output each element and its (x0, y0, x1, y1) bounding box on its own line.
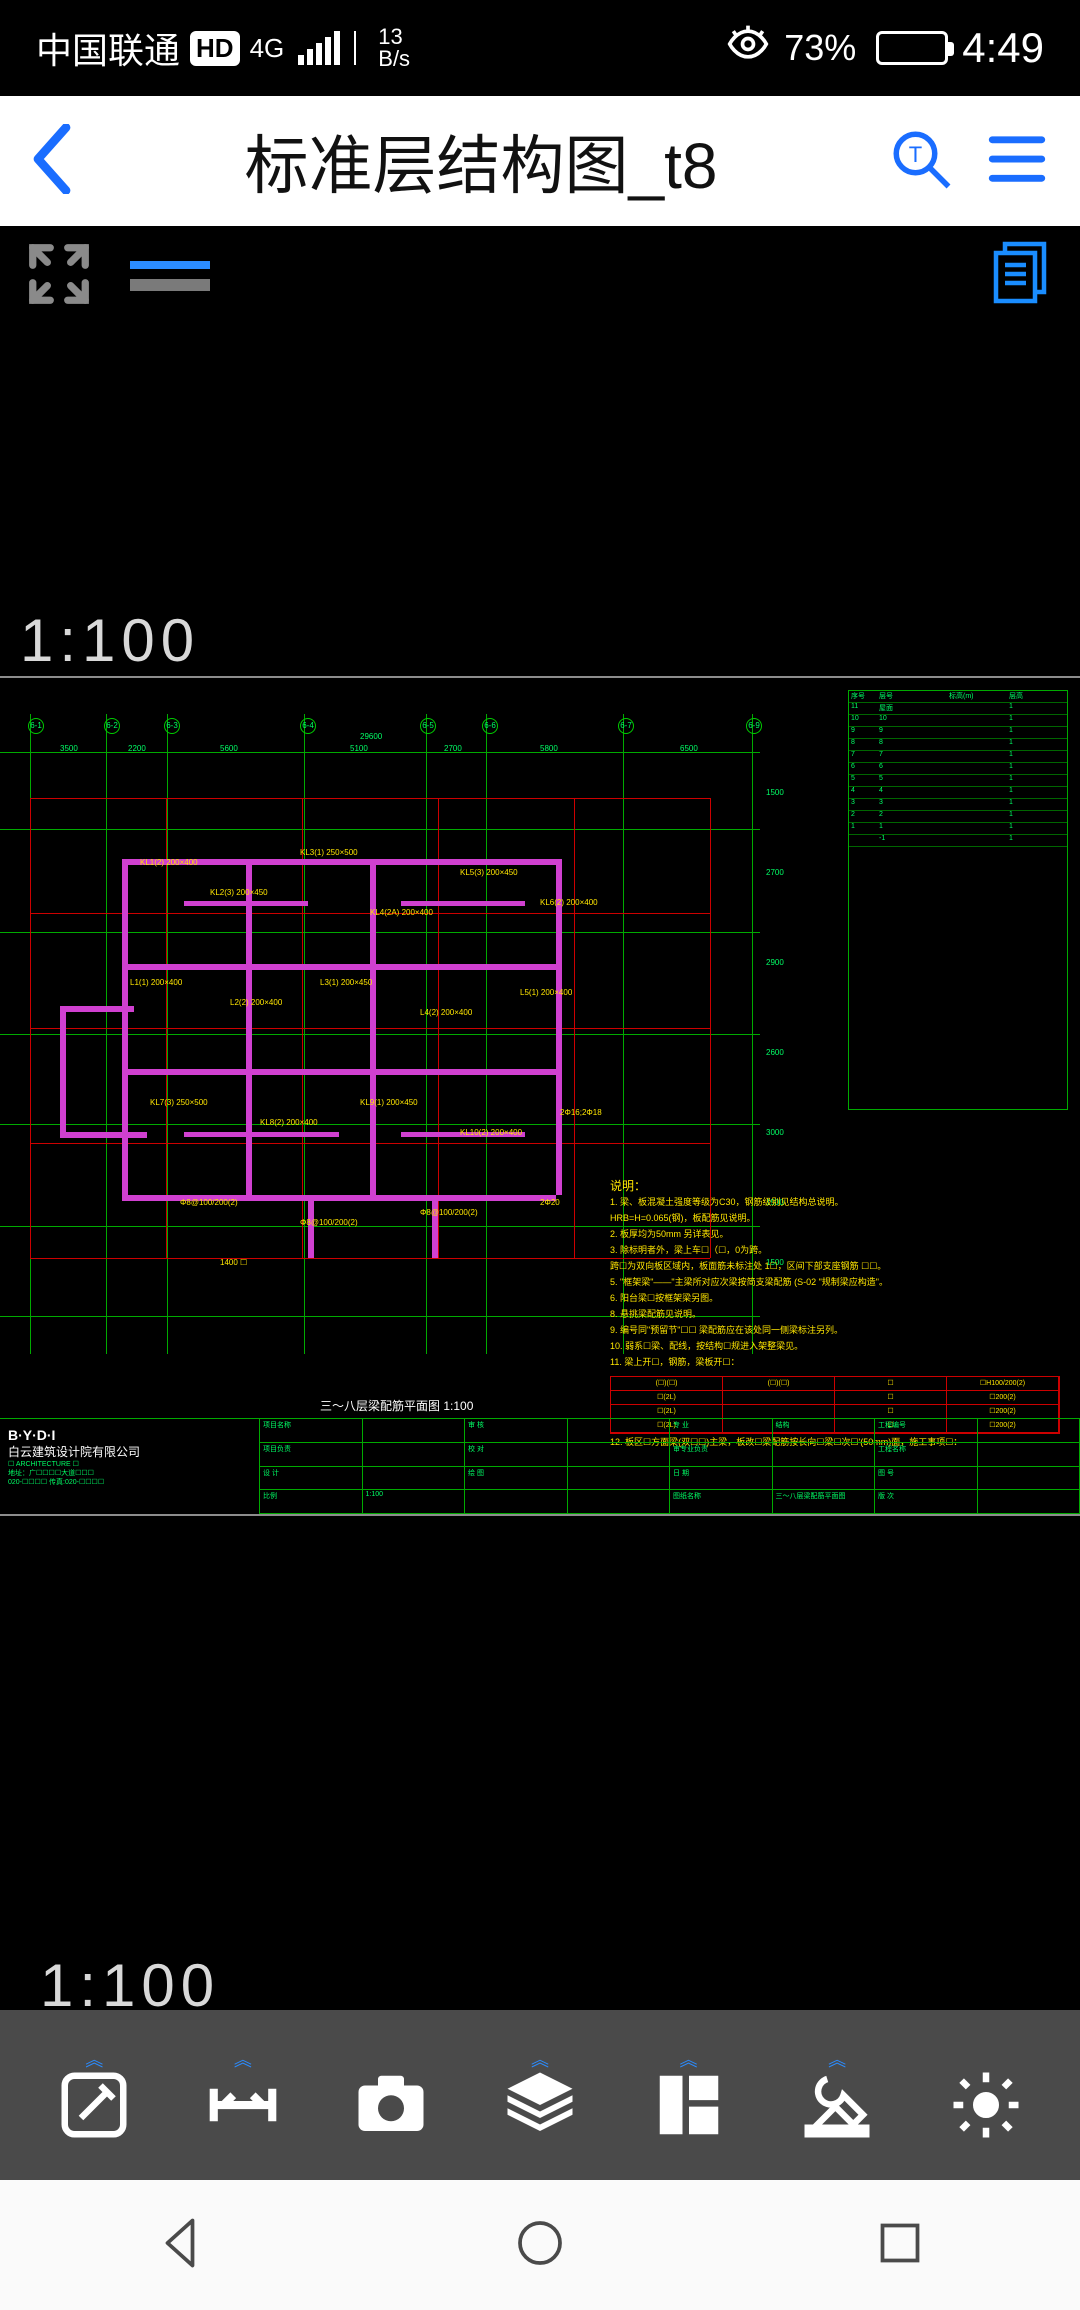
company-cell: B·Y·D·I 白云建筑设计院有限公司 ☐ ARCHITECTURE ☐ 地址：… (0, 1419, 260, 1514)
app-header: 标准层结构图_t8 T (0, 96, 1080, 226)
cad-drawing[interactable]: 6-1 6-2 6-3 6-4 6-5 6-6 6-7 6-9 3500 220… (0, 676, 1080, 1516)
vert-divider (354, 31, 356, 65)
titleblock-fields: 项目名称审 核专 业结构工程编号项目负责校 对审专业负责工程名称设 计绘 图日 … (260, 1419, 1080, 1514)
drawing-viewport[interactable]: 1:100 (0, 326, 1080, 2106)
hd-badge: HD (190, 31, 240, 66)
nav-home-button[interactable] (510, 2213, 570, 2278)
lineweight-toggle[interactable] (130, 261, 210, 291)
bottom-toolbar: ︽ ︽ ︽ ︽ ︽ ︽ ︽ (0, 2010, 1080, 2180)
android-nav-bar (0, 2180, 1080, 2310)
measure-button[interactable]: ︽ (204, 2046, 282, 2144)
tools-button[interactable]: ︽ (798, 2046, 876, 2144)
status-bar: 中国联通 HD 4G 13 B/s 73% 4:49 (0, 0, 1080, 96)
layers-button[interactable]: ︽ (501, 2046, 579, 2144)
top-toolstrip (0, 226, 1080, 326)
svg-text:T: T (909, 141, 922, 166)
camera-button[interactable]: ︽ (352, 2046, 430, 2144)
pages-button[interactable] (984, 238, 1056, 315)
battery-pct: 73% (784, 27, 856, 69)
company-logo: B·Y·D·I (8, 1427, 251, 1443)
back-button[interactable] (30, 124, 74, 199)
nav-back-button[interactable] (150, 2213, 210, 2278)
scale-label-top: 1:100 (20, 606, 200, 675)
eye-icon (726, 22, 770, 75)
company-name: 白云建筑设计院有限公司 (8, 1443, 251, 1460)
nav-recent-button[interactable] (870, 2213, 930, 2278)
notes-block: 说明： 1. 梁、板混凝土强度等级为C30，钢筋级别见结构总说明。 HRB=H=… (610, 1178, 1060, 1450)
notes-header: 说明： (610, 1178, 1060, 1194)
search-button[interactable]: T (888, 126, 954, 197)
network-label: 4G (250, 33, 285, 64)
clock: 4:49 (962, 24, 1044, 72)
drawing-caption: 三～八层梁配筋平面图 1:100 (320, 1397, 473, 1414)
page-title: 标准层结构图_t8 (104, 115, 858, 207)
layout-button[interactable]: ︽ (650, 2046, 728, 2144)
edit-button[interactable]: ︽ (55, 2046, 133, 2144)
carrier-label: 中国联通 (36, 22, 180, 74)
settings-button[interactable]: ︽ (947, 2046, 1025, 2144)
battery-icon (876, 31, 948, 65)
data-rate: 13 B/s (378, 26, 410, 70)
fullscreen-button[interactable] (24, 239, 94, 314)
signal-icon (298, 31, 340, 65)
floor-legend-table: 序号层号标高(m)层高11屋面1101019918817716615514413… (848, 690, 1068, 1110)
title-block: B·Y·D·I 白云建筑设计院有限公司 ☐ ARCHITECTURE ☐ 地址：… (0, 1418, 1080, 1514)
menu-button[interactable] (984, 126, 1050, 197)
